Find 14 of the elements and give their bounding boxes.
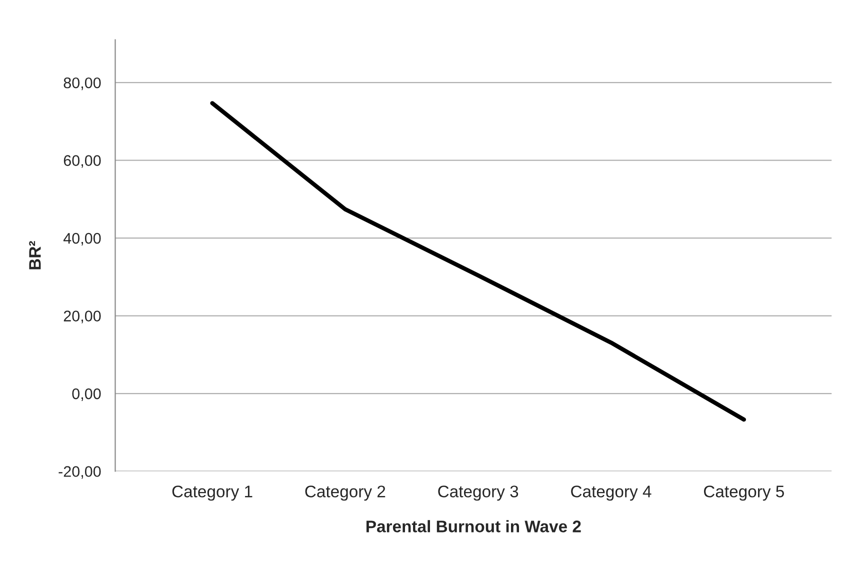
x-tick-label: Category 1 bbox=[172, 486, 252, 501]
x-tick-label: Category 4 bbox=[571, 486, 652, 501]
x-axis-title: Parental Burnout in Wave 2 bbox=[366, 520, 581, 532]
line-series bbox=[210, 101, 746, 422]
y-tick-label: 0,00 bbox=[72, 388, 101, 401]
y-tick-label: 80,00 bbox=[64, 77, 101, 90]
x-tick-label: Category 2 bbox=[305, 486, 386, 501]
y-tick-label: 20,00 bbox=[64, 310, 101, 324]
y-tick-label: -20,00 bbox=[58, 466, 101, 479]
x-tick-label: Category 5 bbox=[704, 486, 784, 501]
y-tick-label: 40,00 bbox=[63, 232, 101, 246]
y-tick-label: 60,00 bbox=[64, 155, 101, 168]
x-tick-label: Category 3 bbox=[438, 486, 518, 501]
y-axis-title: BR² bbox=[29, 241, 41, 270]
